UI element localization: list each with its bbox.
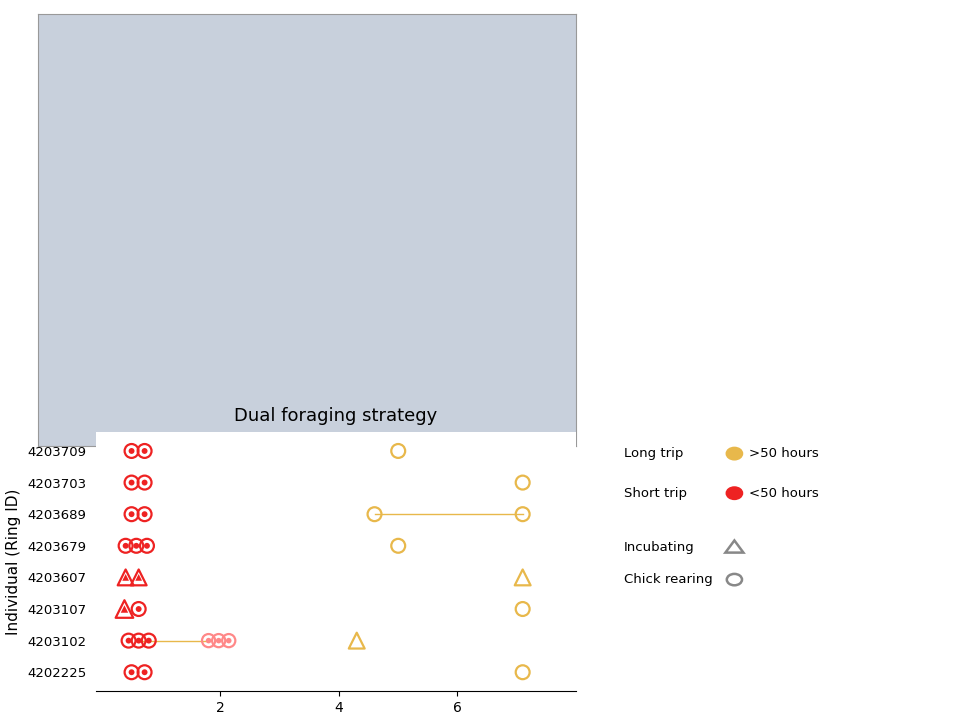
Point [124,445,139,456]
Text: Chick rearing: Chick rearing [624,573,712,586]
Point [137,445,153,456]
Point [124,477,139,488]
Point [124,667,139,678]
Text: Short trip: Short trip [624,487,687,500]
Point [201,635,216,647]
Point [124,445,139,456]
Point [139,540,155,552]
Point [201,635,216,647]
Point [118,572,133,583]
Point [129,540,144,552]
Point [515,603,530,615]
Point [349,635,365,647]
Circle shape [727,448,742,459]
Point [391,445,406,456]
Text: Incubating: Incubating [624,541,695,554]
Text: >50 hours: >50 hours [749,447,819,460]
Point [391,540,406,552]
Point [137,445,153,456]
Point [221,635,236,647]
Point [211,635,227,647]
Point [117,603,132,615]
Point [137,508,153,520]
Point [131,603,146,615]
Title: Dual foraging strategy: Dual foraging strategy [234,407,438,425]
Point [515,477,530,488]
Point [221,635,236,647]
Text: Long trip: Long trip [624,447,684,460]
Text: <50 hours: <50 hours [749,487,819,500]
Point [367,508,382,520]
Y-axis label: Individual (Ring ID): Individual (Ring ID) [7,488,21,635]
Point [139,540,155,552]
Point [121,635,136,647]
Point [118,572,133,583]
Point [137,508,153,520]
Point [129,540,144,552]
Point [137,477,153,488]
Point [131,635,146,647]
Point [211,635,227,647]
Point [515,667,530,678]
Point [118,540,133,552]
Point [121,635,136,647]
Point [515,508,530,520]
Point [141,635,156,647]
Point [117,603,132,615]
Point [515,572,530,583]
Point [131,635,146,647]
Point [124,667,139,678]
Point [131,603,146,615]
Point [124,508,139,520]
Point [118,540,133,552]
Point [131,572,146,583]
Point [141,635,156,647]
Point [124,477,139,488]
Point [124,508,139,520]
Point [131,572,146,583]
Point [137,477,153,488]
Circle shape [727,487,742,499]
Point [137,667,153,678]
Point [137,667,153,678]
